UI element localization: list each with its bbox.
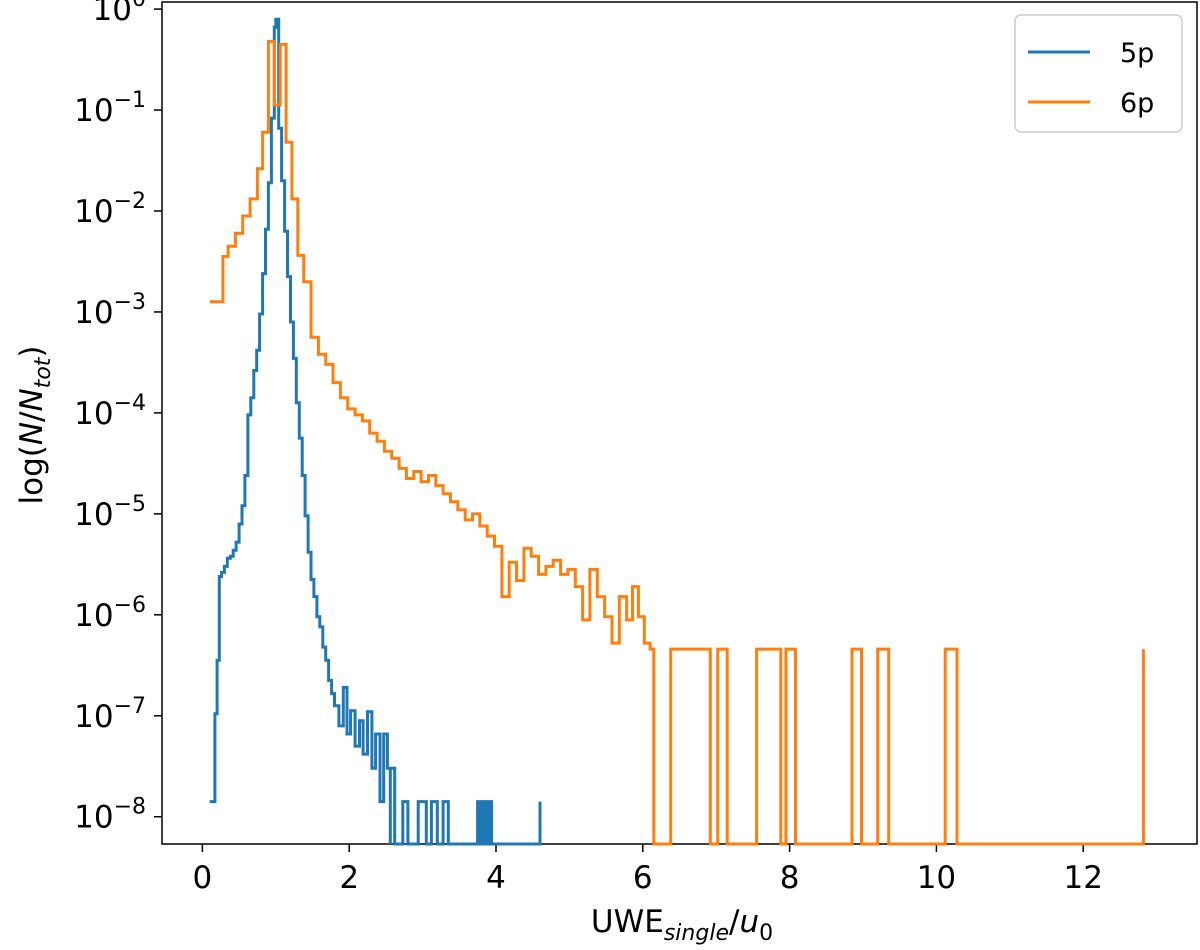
x-tick-label: 10 bbox=[917, 860, 956, 896]
x-label-variable: u bbox=[739, 904, 759, 940]
x-tick-label: 6 bbox=[633, 860, 653, 896]
y-axis-label: log(N/Ntot) bbox=[14, 345, 56, 504]
y-tick-label: 10−3 bbox=[74, 290, 146, 331]
y-label-pre: log( bbox=[14, 445, 50, 504]
series-line-6p bbox=[209, 39, 1145, 846]
y-tick-label: 10−1 bbox=[74, 88, 146, 129]
x-label-variable-subscript: 0 bbox=[759, 921, 773, 946]
y-axis-ticks: 100 10−1 10−2 10−3 10−4 10−5 10−6 10−7 10−8 bbox=[74, 0, 162, 836]
legend: 5p 6p bbox=[1014, 14, 1183, 133]
y-tick-label: 10−6 bbox=[74, 593, 146, 634]
y-label-separator: / bbox=[14, 411, 50, 422]
x-label-subscript: single bbox=[664, 921, 729, 946]
x-label-separator: / bbox=[729, 904, 740, 940]
y-tick-label: 10−7 bbox=[74, 694, 146, 735]
x-axis-ticks: 0 2 4 6 8 10 12 bbox=[193, 844, 1103, 896]
y-label-ntot: N bbox=[14, 388, 50, 411]
x-axis-label: UWEsingle/u0 bbox=[591, 904, 773, 946]
legend-label-5p: 5p bbox=[1120, 38, 1154, 69]
y-label-n: N bbox=[14, 422, 50, 445]
x-tick-label: 12 bbox=[1063, 860, 1102, 896]
series-line-5p bbox=[209, 17, 542, 846]
x-label-main: UWE bbox=[591, 904, 664, 940]
x-tick-label: 4 bbox=[486, 860, 506, 896]
x-tick-label: 2 bbox=[339, 860, 359, 896]
y-tick-label: 10−2 bbox=[74, 189, 146, 230]
series-layer bbox=[209, 17, 1145, 846]
legend-box bbox=[1014, 14, 1183, 133]
y-tick-label: 10−5 bbox=[74, 492, 146, 533]
x-tick-label: 0 bbox=[193, 860, 213, 896]
legend-label-6p: 6p bbox=[1120, 88, 1154, 119]
y-label-ntot-subscript: tot bbox=[31, 356, 56, 388]
y-tick-label: 100 bbox=[93, 0, 146, 28]
y-tick-label: 10−8 bbox=[74, 795, 146, 836]
y-tick-label: 10−4 bbox=[74, 391, 146, 432]
x-tick-label: 8 bbox=[780, 860, 800, 896]
y-label-post: ) bbox=[14, 345, 50, 357]
